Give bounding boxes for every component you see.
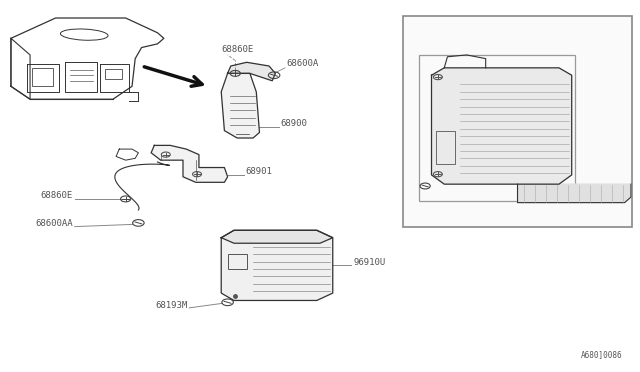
Text: 68860E: 68860E xyxy=(221,45,253,54)
Bar xyxy=(228,254,246,269)
Polygon shape xyxy=(431,68,572,184)
Bar xyxy=(104,69,122,79)
Polygon shape xyxy=(221,230,333,301)
Bar xyxy=(419,55,575,201)
Text: 68193M: 68193M xyxy=(156,301,188,310)
Text: 68901: 68901 xyxy=(246,167,273,176)
Bar xyxy=(436,131,455,164)
Text: *(W/CD CHANGER): *(W/CD CHANGER) xyxy=(408,22,488,31)
Text: 68193M: 68193M xyxy=(420,185,453,194)
Text: 68600A: 68600A xyxy=(287,59,319,68)
Polygon shape xyxy=(221,73,259,138)
Polygon shape xyxy=(228,62,275,81)
Polygon shape xyxy=(151,145,228,182)
Text: 68900: 68900 xyxy=(280,119,307,128)
Text: [0995-0896]: [0995-0896] xyxy=(420,59,479,68)
Polygon shape xyxy=(221,230,333,243)
Text: 68476R: 68476R xyxy=(533,85,565,94)
Bar xyxy=(403,16,632,227)
Polygon shape xyxy=(518,184,631,203)
Text: A680]0086: A680]0086 xyxy=(581,350,623,359)
Text: 96910U: 96910U xyxy=(353,258,385,267)
Text: 96910U: 96910U xyxy=(479,28,511,36)
Bar xyxy=(32,68,53,86)
Text: 68600AA: 68600AA xyxy=(35,219,73,228)
Text: 68860E: 68860E xyxy=(40,191,73,200)
Text: 96931M: 96931M xyxy=(420,52,452,61)
